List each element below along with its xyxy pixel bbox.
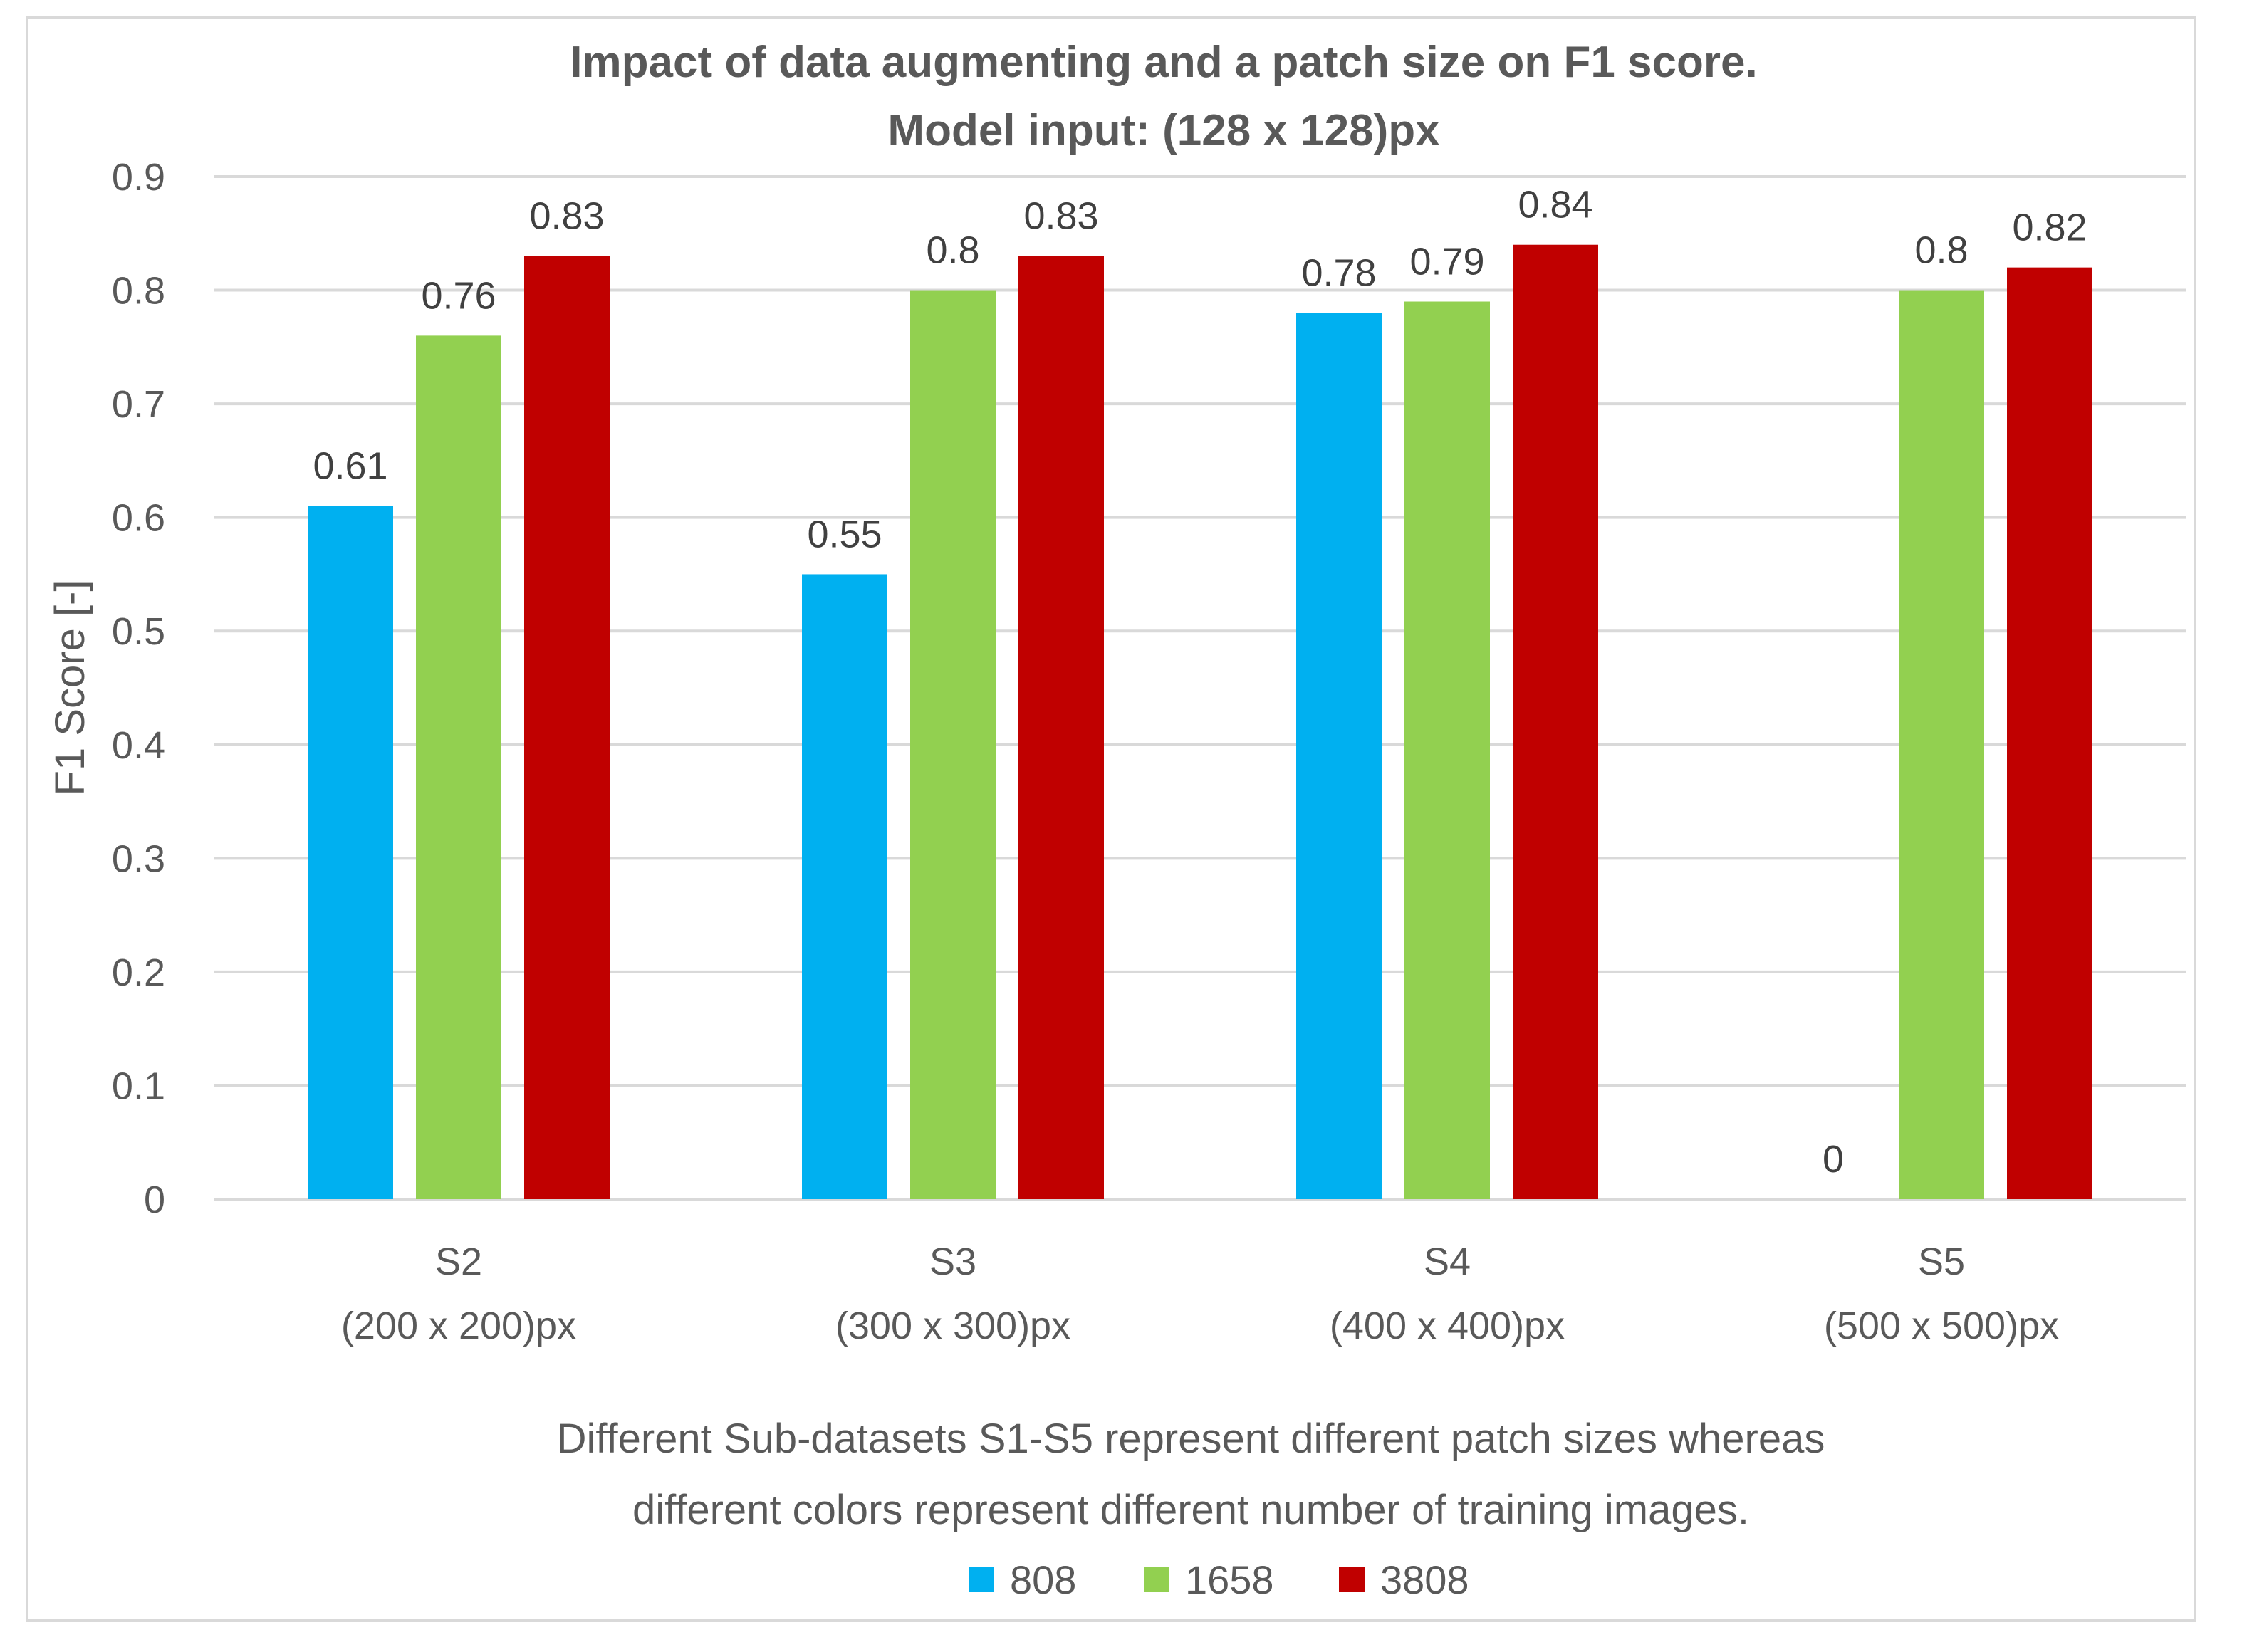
y-tick-label: 0.3 xyxy=(112,837,165,880)
data-label-3808-S5: 0.82 xyxy=(2012,206,2087,249)
bar-3808-S4 xyxy=(1513,244,1598,1199)
data-label-808-S2: 0.61 xyxy=(313,445,387,488)
bar-3808-S3 xyxy=(1018,256,1104,1199)
x-axis-title-line-1: Different Sub-datasets S1-S5 represent d… xyxy=(557,1416,1825,1462)
data-label-1658-S2: 0.76 xyxy=(421,274,496,317)
data-label-3808-S2: 0.83 xyxy=(529,195,604,238)
bar-3808-S2 xyxy=(524,256,610,1199)
chart-title-line-2: Model input: (128 x 128)px xyxy=(887,106,1440,155)
legend-swatch-1658 xyxy=(1144,1567,1169,1592)
y-tick-label: 0 xyxy=(144,1178,165,1221)
bar-808-S3 xyxy=(802,574,887,1199)
legend-label-1658: 1658 xyxy=(1185,1557,1274,1602)
data-label-1658-S5: 0.8 xyxy=(1914,229,1968,272)
bar-1658-S5 xyxy=(1899,290,1984,1199)
x-tick-sublabel-S2: (200 x 200)px xyxy=(341,1305,576,1347)
x-tick-sublabel-S4: (400 x 400)px xyxy=(1330,1305,1565,1347)
bar-1658-S2 xyxy=(416,335,501,1199)
bar-808-S4 xyxy=(1296,313,1382,1199)
bar-3808-S5 xyxy=(2007,267,2092,1200)
y-tick-label: 0.1 xyxy=(112,1065,165,1107)
data-label-3808-S3: 0.83 xyxy=(1023,195,1098,238)
x-tick-label-S3: S3 xyxy=(929,1240,976,1283)
x-tick-sublabel-S3: (300 x 300)px xyxy=(835,1305,1070,1347)
legend-label-3808: 3808 xyxy=(1380,1557,1469,1602)
y-tick-label: 0.4 xyxy=(112,724,165,767)
chart-title-line-1: Impact of data augmenting and a patch si… xyxy=(570,38,1757,87)
data-label-808-S3: 0.55 xyxy=(807,513,882,555)
y-tick-label: 0.9 xyxy=(112,156,165,199)
x-tick-label-S5: S5 xyxy=(1918,1240,1965,1283)
legend-label-808: 808 xyxy=(1010,1557,1076,1602)
x-tick-label-S4: S4 xyxy=(1424,1240,1471,1283)
y-tick-label: 0.7 xyxy=(112,383,165,426)
y-axis-title: F1 Score [-] xyxy=(47,580,93,796)
x-tick-sublabel-S5: (500 x 500)px xyxy=(1824,1305,2059,1347)
data-label-808-S5: 0 xyxy=(1823,1138,1844,1181)
data-label-1658-S4: 0.79 xyxy=(1409,241,1484,283)
y-tick-label: 0.5 xyxy=(112,610,165,653)
y-tick-label: 0.8 xyxy=(112,270,165,313)
y-tick-label: 0.6 xyxy=(112,497,165,540)
bar-1658-S3 xyxy=(910,290,996,1199)
data-label-1658-S3: 0.8 xyxy=(926,229,979,272)
x-axis-title-line-2: different colors represent different num… xyxy=(632,1487,1749,1533)
data-label-808-S4: 0.78 xyxy=(1301,251,1376,294)
legend-swatch-808 xyxy=(969,1567,994,1592)
x-tick-label-S2: S2 xyxy=(435,1240,482,1283)
legend-swatch-3808 xyxy=(1339,1567,1365,1592)
y-tick-label: 0.2 xyxy=(112,951,165,994)
bar-1658-S4 xyxy=(1404,301,1490,1199)
bar-808-S2 xyxy=(308,506,393,1199)
data-label-3808-S4: 0.84 xyxy=(1518,184,1592,226)
